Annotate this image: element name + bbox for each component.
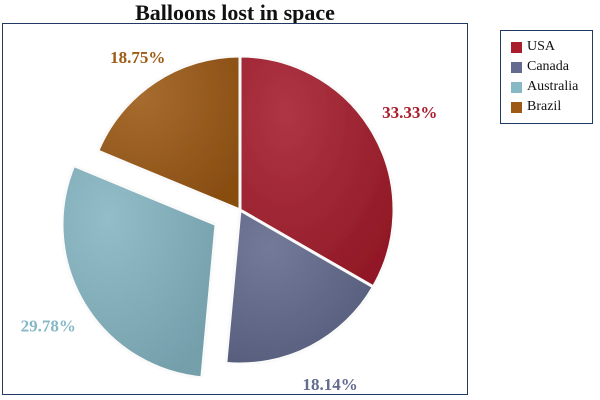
pie-slice-brazil [95, 54, 242, 213]
legend: USA Canada Australia Brazil [500, 30, 593, 124]
data-label-australia: 29.78% [21, 317, 76, 336]
legend-label: Brazil [527, 99, 562, 114]
data-label-canada: 18.14% [302, 375, 357, 394]
legend-label: USA [527, 39, 556, 54]
pie-slice-canada [224, 207, 376, 366]
pie-slice-usa [238, 54, 396, 290]
legend-item-australia: Australia [511, 77, 592, 97]
legend-label: Canada [527, 59, 569, 74]
legend-swatch [511, 81, 522, 93]
pie-slice-australia [60, 163, 218, 380]
chart-title: Balloons lost in space [135, 0, 335, 25]
legend-item-usa: USA [511, 37, 592, 57]
legend-item-brazil: Brazil [511, 97, 592, 117]
legend-swatch [511, 41, 522, 53]
data-label-brazil: 18.75% [110, 48, 165, 67]
data-label-usa: 33.33% [382, 103, 437, 122]
legend-swatch [511, 101, 522, 113]
legend-swatch [511, 61, 522, 73]
legend-item-canada: Canada [511, 57, 592, 77]
legend-label: Australia [527, 79, 579, 94]
